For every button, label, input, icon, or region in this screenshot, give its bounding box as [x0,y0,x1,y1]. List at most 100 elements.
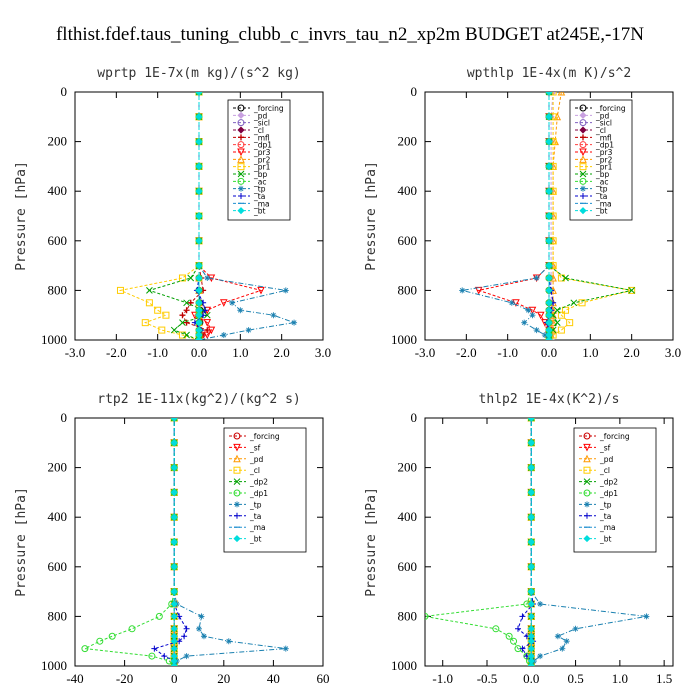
data-point-bt [545,286,553,294]
legend-marker-forcing [583,432,591,440]
legend-marker-sicl [237,119,245,127]
data-point-bp [187,274,195,282]
panel-title: thlp2 1E-4x(K^2)/s [479,392,620,407]
legend: _forcing _sf _pd _cl _dp2 _dp1 _tp _ta _ma _bt [573,427,657,553]
x-tick-label: -1.0 [432,671,453,686]
data-point-pr1 [178,331,186,339]
data-point-dp1 [505,632,513,640]
legend-marker-dp1 [583,489,591,497]
data-point-bt [170,645,178,653]
x-tick-label: 2.0 [624,345,640,360]
data-point-bt [527,464,535,472]
data-point-ta [519,645,526,652]
x-tick-label: 1.0 [582,345,598,360]
data-point-tp [521,319,528,326]
data-point-bp [570,299,578,307]
data-point-tp [229,299,236,306]
data-point-bt [527,439,535,447]
legend-marker-forcing [237,104,245,112]
x-tick-label: -3.0 [65,345,86,360]
data-point-bt [527,588,535,596]
data-point-dp1 [128,625,136,633]
legend-label-pr3: _pr3 [595,148,613,157]
data-point-tp [554,633,561,640]
legend-marker-mfl [238,134,244,141]
legend-label-forcing: _forcing [249,432,280,441]
y-tick-label: 1000 [391,332,417,347]
legend-label-pr2: _pr2 [253,155,271,164]
legend-label-ta: _ta [249,512,261,521]
y-tick-label: 400 [48,183,68,198]
legend-label-sf: _sf [599,443,611,452]
legend-marker-pd [237,111,245,119]
data-point-bt [527,538,535,546]
data-point-tp [508,299,515,306]
x-tick-label: 0 [171,671,178,686]
data-point-bt [545,92,553,96]
x-tick-label: -2.0 [456,345,477,360]
legend-label-ta: _ta [599,512,611,521]
y-tick-label: 600 [398,559,418,574]
data-point-pr3 [203,319,212,327]
data-point-bt [195,336,203,340]
legend-marker-pd [579,111,587,119]
legend-marker-cl [583,466,591,474]
data-point-bt [170,612,178,620]
plot-frame [74,417,324,667]
data-point-bp [553,319,561,326]
data-point-bt [545,237,553,245]
x-tick-label: 20 [217,671,230,686]
legend-label-pr1: _pr1 [595,163,613,172]
data-point-mfl [179,312,186,319]
data-point-bt [527,625,535,633]
data-point-bt [545,311,553,319]
y-tick-label: 400 [398,509,418,524]
legend-label-dp1: _dp1 [599,489,618,498]
data-point-bt [195,319,203,327]
legend-marker-cl [233,466,241,474]
data-point-tp [196,625,202,632]
data-point-ta [519,613,526,620]
data-point-bt [195,299,203,307]
data-point-bt [545,212,553,220]
legend: _forcing_pd_sicl_cl_mfl_dp1_pr3_pr2_pr1_… [569,99,633,221]
x-tick-label: 2.0 [274,345,290,360]
x-tick-label: 0.5 [567,671,583,686]
panel-4: thlp2 1E-4x(K^2)/s Pressure [hPa] -1.0 -0.5… [364,392,674,686]
legend-marker-bt [579,207,587,215]
legend-marker-bp [579,170,587,178]
series-group [116,92,298,340]
data-point-bt [545,319,553,327]
data-point-ta [202,307,209,314]
legend-label-bt: _bt [249,535,262,544]
data-point-tp [559,645,566,652]
legend-marker-tp [238,185,244,192]
panel-title: wprtp 1E-7x(m kg)/(s^2 kg) [97,66,301,81]
legend-marker-dp2 [583,478,591,485]
data-point-bt [545,299,553,307]
legend-label-cl: _cl [253,126,264,135]
legend-marker-bt [233,535,241,543]
data-point-bp [562,274,569,282]
panels: wprtp 1E-7x(m kg)/(s^2 kg) Pressure [hPa]… [14,66,681,686]
legend-marker-pr2 [579,155,587,163]
data-point-bt [170,563,178,571]
legend-marker-pr2 [237,155,245,163]
legend-label-tp: _tp [595,185,608,194]
legend-marker-bt [237,207,245,215]
data-point-tp [533,327,540,334]
x-tick-label: -2.0 [106,345,127,360]
legend-label-mfl: _mfl [253,133,270,142]
legend-marker-ta [584,512,590,519]
legend-label-pr2: _pr2 [595,155,613,164]
data-point-pr3 [203,331,212,340]
legend-marker-dp1 [579,141,587,149]
legend-label-pd: _pd [249,455,264,464]
x-tick-label: 1.0 [612,671,628,686]
data-point-tp [200,633,207,640]
data-point-pr3 [474,286,483,295]
legend-marker-ta [234,512,240,519]
y-tick-label: 800 [48,608,68,623]
data-point-dp1 [81,645,89,653]
data-point-bt [195,262,203,270]
